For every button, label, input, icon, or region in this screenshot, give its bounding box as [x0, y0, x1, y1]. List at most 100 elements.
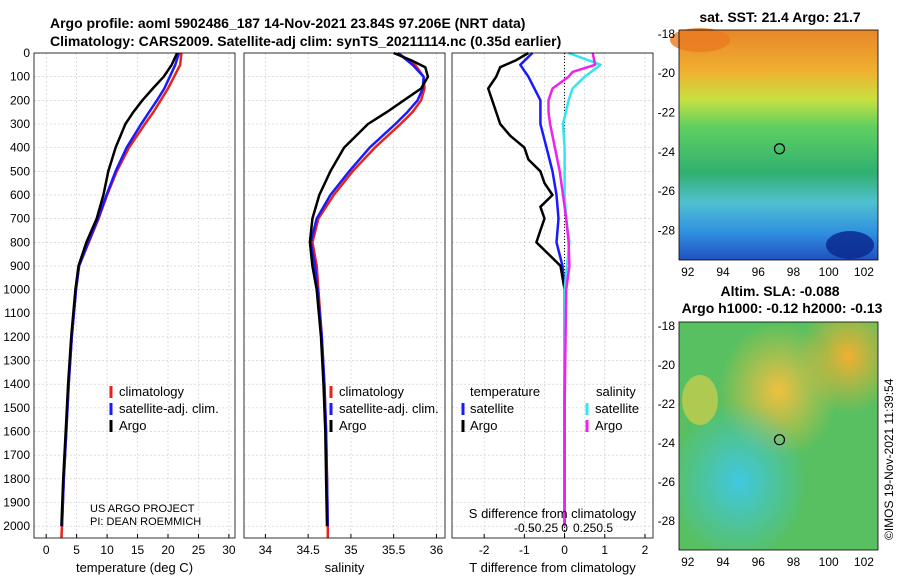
x-tick-label: 5 [73, 543, 80, 557]
sst-cold-patch [826, 231, 874, 259]
y-tick-label: 700 [10, 212, 30, 226]
series-argo [60, 52, 179, 527]
legend-label-t-satellite: satellite [470, 401, 514, 416]
map-y-tick-label: -22 [658, 106, 676, 120]
y-tick-label: 800 [10, 235, 30, 249]
map-y-tick-label: -28 [658, 514, 676, 528]
map-y-tick-label: -26 [658, 475, 676, 489]
x-tick-label: 2 [642, 543, 649, 557]
y-tick-label: 2000 [3, 519, 30, 533]
x-tick-label: 0 [43, 543, 50, 557]
series-s-argo [547, 52, 597, 527]
y-tick-label: 100 [10, 70, 30, 84]
credit-line1: US ARGO PROJECT [90, 503, 195, 515]
x-tick-label: 34.5 [296, 543, 320, 557]
x-axis-label: T difference from climatology [469, 560, 636, 575]
y-tick-label: 1800 [3, 472, 30, 486]
x-tick-label: 15 [131, 543, 145, 557]
sla-map [678, 321, 879, 551]
map-y-tick-label: -22 [658, 397, 676, 411]
sst-map-frame [678, 29, 879, 261]
map-x-tick-label: 92 [681, 265, 695, 279]
legend-label-argo: Argo [119, 418, 146, 433]
sst-warm-patch [670, 28, 730, 52]
series-argo [308, 51, 430, 527]
series-climatology [311, 51, 426, 538]
credit-line2: PI: DEAN ROEMMICH [90, 516, 201, 528]
y-tick-label: 1000 [3, 283, 30, 297]
legend-label-climatology: climatology [339, 384, 405, 399]
axes-frame [451, 52, 654, 539]
x-tick-label: 10 [100, 543, 114, 557]
map-x-tick-label: 102 [854, 555, 874, 569]
map-y-tick-label: -18 [658, 319, 676, 333]
x-tick-label: 25 [192, 543, 206, 557]
map-y-tick-label: -20 [658, 66, 676, 80]
y-tick-label: 1400 [3, 377, 30, 391]
legend-label-t-argo: Argo [470, 418, 497, 433]
sst-float-marker [773, 143, 786, 155]
map-x-tick-label: 100 [819, 555, 839, 569]
x-axis-label: salinity [325, 560, 365, 575]
sla-map-frame [678, 321, 879, 551]
map-x-tick-label: 94 [716, 265, 730, 279]
header-line2: Climatology: CARS2009. Satellite-adj cli… [50, 33, 561, 49]
map-x-tick-label: 96 [752, 265, 766, 279]
sla-yellow-patch [682, 375, 718, 425]
x-tick-label: 30 [222, 543, 236, 557]
x2-tick-label: 0.5 [596, 521, 613, 535]
map-y-tick-label: -20 [658, 358, 676, 372]
series-s-satellite [561, 51, 602, 527]
x2-tick-label: -0.25 [531, 521, 559, 535]
map-x-tick-label: 98 [787, 555, 801, 569]
y-tick-label: 1700 [3, 448, 30, 462]
map-x-tick-label: 102 [854, 265, 874, 279]
x-tick-label: 20 [161, 543, 175, 557]
x-tick-label: 34 [259, 543, 273, 557]
sla-cool-blob [679, 322, 878, 550]
sla-map-ticks: 92 94 96 98 100 102 -18 -20 -22 -24 -26 -28 [658, 319, 875, 569]
map-x-tick-label: 92 [681, 555, 695, 569]
legend-label-climatology: climatology [119, 384, 185, 399]
x-tick-label: 35 [344, 543, 358, 557]
map-x-tick-label: 94 [716, 555, 730, 569]
series-climatology [60, 52, 183, 539]
y-tick-label: 200 [10, 93, 30, 107]
sst-map-field [679, 30, 878, 260]
x-tick-label: 1 [601, 543, 608, 557]
y-tick-label: 1300 [3, 354, 30, 368]
x2-axis-label: S difference from climatology [469, 506, 637, 521]
x2-tick-label: 0.25 [573, 521, 597, 535]
salinity-legend: climatology satellite-adj. clim. Argo [329, 384, 439, 433]
map-x-tick-label: 98 [787, 265, 801, 279]
map-y-tick-label: -28 [658, 224, 676, 238]
difference-legend: temperature salinity satellite Argo sate… [461, 384, 639, 433]
sst-map-ticks: 92 94 96 98 100 102 -18 -20 -22 -24 -26 -28 [658, 27, 875, 279]
y-tick-label: 0 [23, 46, 30, 60]
temperature-legend: climatology satellite-adj. clim. Argo [109, 384, 219, 433]
y-tick-label: 1900 [3, 496, 30, 510]
series-t-argo [486, 51, 566, 527]
sla-float-marker [773, 434, 786, 446]
x-tick-label: -1 [519, 543, 530, 557]
y-tick-label: 600 [10, 188, 30, 202]
salinity-panel: 34 34.5 35 35.5 36 salinity [243, 51, 446, 575]
header-line1: Argo profile: aoml 5902486_187 14-Nov-20… [50, 15, 525, 31]
axes-frame [33, 52, 236, 539]
legend-label-s-argo: Argo [595, 418, 622, 433]
legend-title-temperature: temperature [470, 384, 540, 399]
x-axis-label: temperature (deg C) [76, 560, 193, 575]
legend-label-satellite: satellite-adj. clim. [339, 401, 439, 416]
sst-map [670, 28, 879, 261]
x2-tick-label: -0.5 [514, 521, 535, 535]
axes-frame [243, 52, 446, 539]
legend-label-s-satellite: satellite [595, 401, 639, 416]
sst-map-title: sat. SST: 21.4 Argo: 21.7 [699, 9, 861, 25]
x-tick-label: 0 [561, 543, 568, 557]
y-tick-label: 1100 [4, 306, 30, 320]
x-tick-label: 36 [430, 543, 444, 557]
x-tick-label: 35.5 [382, 543, 406, 557]
map-y-tick-label: -18 [658, 27, 676, 41]
map-y-tick-label: -26 [658, 184, 676, 198]
